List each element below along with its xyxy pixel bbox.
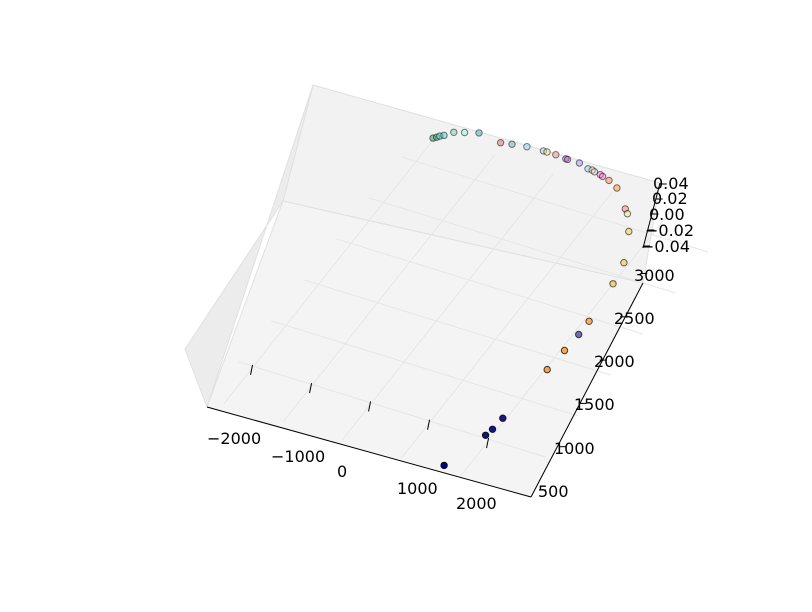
y-tick-label: 1500 bbox=[574, 395, 615, 414]
x-axis-line bbox=[206, 406, 532, 498]
x-tick-3 bbox=[427, 419, 431, 430]
scatter-point bbox=[543, 365, 551, 374]
scatter-point bbox=[598, 172, 607, 181]
x-tick-label: 1000 bbox=[397, 479, 438, 498]
scatter-point bbox=[499, 414, 507, 422]
scatter-point bbox=[450, 128, 458, 137]
x-tick-4 bbox=[486, 437, 490, 449]
grid-line-x-2 bbox=[341, 173, 554, 441]
scatter-point bbox=[625, 227, 633, 236]
scatter-point bbox=[560, 346, 569, 355]
x-tick-2 bbox=[368, 401, 372, 412]
z-tick-label: −0.04 bbox=[641, 237, 690, 256]
x-tick-label: 2000 bbox=[456, 494, 497, 513]
scatter-point bbox=[496, 139, 505, 147]
scatter-point bbox=[575, 159, 584, 167]
z-tick-label: 0.02 bbox=[652, 189, 688, 208]
grid-lines bbox=[223, 136, 709, 477]
x-tick-label: −2000 bbox=[207, 429, 261, 448]
x-tick-0 bbox=[250, 364, 254, 375]
y-tick-label: 3000 bbox=[634, 266, 675, 285]
grid-line-y-3 bbox=[336, 238, 644, 335]
scatter-point bbox=[475, 129, 483, 137]
scatter-point bbox=[440, 131, 448, 140]
y-tick-label: 1000 bbox=[554, 439, 595, 458]
pane-left bbox=[184, 84, 314, 409]
scatter-point bbox=[523, 143, 531, 151]
y-tick-label: 2500 bbox=[614, 309, 655, 328]
z-tick-label: 0.04 bbox=[653, 174, 689, 193]
tick-labels: −2000 −1000 0 1000 2000 500 1000 1500 2000 2500 30… bbox=[207, 174, 694, 513]
grid-line-x-0 bbox=[223, 136, 436, 404]
scatter-point bbox=[481, 431, 490, 439]
scatter-point bbox=[590, 168, 599, 176]
scatter-point bbox=[620, 259, 628, 267]
scatter-point bbox=[623, 210, 632, 218]
y-axis-line bbox=[530, 282, 644, 498]
scatter-point bbox=[552, 151, 560, 159]
grid-line-y-5 bbox=[401, 156, 709, 253]
y-tick-label: 500 bbox=[538, 482, 569, 501]
scatter-point bbox=[584, 165, 592, 173]
scatter-point bbox=[575, 330, 583, 339]
scatter-point bbox=[508, 140, 516, 148]
grid-line-x-3 bbox=[400, 191, 613, 459]
z-tick-label: 0.00 bbox=[649, 205, 685, 224]
scatter-point bbox=[563, 155, 572, 164]
z-axis-line bbox=[642, 182, 661, 249]
scatter-point bbox=[609, 280, 617, 288]
z-tick-label: −0.02 bbox=[645, 221, 694, 240]
axes bbox=[206, 182, 667, 498]
x-tick-1 bbox=[309, 383, 313, 394]
grid-line-y-0 bbox=[238, 361, 546, 458]
x-tick-label: −1000 bbox=[271, 447, 325, 466]
scatter-point bbox=[585, 317, 593, 325]
scatter-point bbox=[440, 461, 448, 470]
grid-line-y-4 bbox=[368, 197, 676, 294]
grid-line-x-4 bbox=[459, 209, 672, 477]
grid-line-y-1 bbox=[271, 320, 579, 417]
scatter-point bbox=[605, 176, 613, 185]
x-tick-label: 0 bbox=[337, 462, 347, 481]
data-points bbox=[429, 128, 633, 470]
scatter-point bbox=[543, 148, 551, 156]
scatter-point bbox=[460, 128, 469, 137]
grid-line-x-1 bbox=[282, 154, 495, 422]
grid-line-y-2 bbox=[303, 279, 611, 376]
scatter-point bbox=[488, 425, 497, 433]
y-tick-label: 2000 bbox=[594, 352, 635, 371]
scatter-point bbox=[613, 184, 621, 192]
